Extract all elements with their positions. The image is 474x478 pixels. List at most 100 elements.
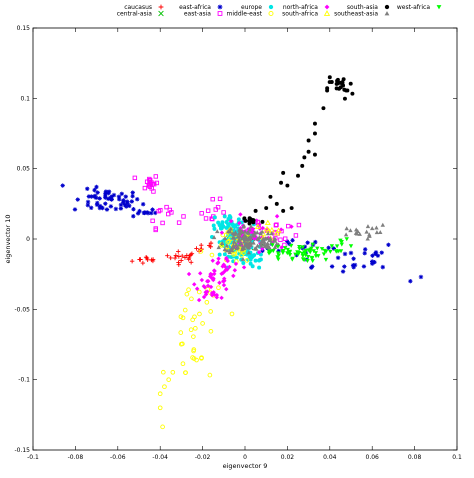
- data-point: [242, 216, 247, 221]
- data-point: [295, 250, 300, 255]
- data-point: [285, 251, 290, 256]
- data-point: [352, 262, 358, 268]
- data-point: [225, 267, 230, 272]
- data-point: [260, 219, 265, 224]
- data-point: [335, 255, 341, 260]
- data-point: [129, 259, 135, 264]
- data-point: [172, 255, 178, 261]
- data-point: [222, 278, 227, 283]
- data-point: [331, 246, 336, 251]
- data-point: [191, 356, 197, 361]
- data-point: [248, 224, 254, 229]
- data-point: [274, 230, 281, 236]
- data-point: [236, 217, 241, 222]
- data-point: [160, 220, 165, 226]
- legend-marker: [323, 10, 331, 16]
- legend-label: east-africa: [179, 4, 211, 11]
- data-point: [97, 196, 102, 201]
- data-point: [319, 247, 325, 252]
- data-point: [296, 173, 300, 178]
- data-point: [237, 231, 243, 236]
- data-point: [342, 96, 347, 101]
- data-point: [205, 283, 211, 288]
- legend-label: south-asia: [347, 4, 378, 11]
- data-point: [326, 245, 331, 251]
- data-point: [285, 183, 290, 188]
- data-point: [240, 236, 245, 241]
- data-point: [160, 424, 165, 430]
- data-point: [219, 295, 224, 301]
- legend-marker: [384, 4, 390, 10]
- data-point: [153, 174, 159, 179]
- series-caucasus: [129, 240, 214, 267]
- data-point: [117, 197, 122, 202]
- data-point: [201, 284, 207, 289]
- data-point: [93, 195, 99, 200]
- data-point: [323, 257, 329, 262]
- data-point: [207, 372, 213, 378]
- data-point: [274, 201, 279, 206]
- legend-entry-europe: europe: [241, 4, 274, 11]
- data-point: [342, 251, 348, 257]
- data-point: [85, 202, 91, 208]
- data-point: [210, 276, 215, 281]
- data-point: [99, 205, 104, 210]
- data-point: [257, 258, 262, 263]
- data-point: [276, 248, 281, 254]
- data-point: [344, 226, 349, 231]
- data-point: [268, 194, 273, 199]
- data-point: [408, 279, 413, 284]
- data-point: [154, 180, 160, 186]
- data-point: [239, 253, 244, 258]
- data-point: [297, 244, 302, 249]
- data-point: [335, 78, 340, 83]
- data-point: [373, 250, 379, 255]
- data-point: [165, 253, 170, 258]
- data-point: [168, 255, 173, 261]
- data-point: [297, 247, 302, 252]
- x-tick-label: 0.02: [281, 454, 295, 461]
- data-point: [224, 220, 229, 225]
- data-point: [241, 223, 247, 228]
- data-point: [118, 202, 124, 208]
- legend-entry-middle-east: middle-east: [227, 11, 274, 18]
- data-point: [199, 356, 204, 361]
- data-point: [212, 268, 217, 274]
- data-point: [221, 210, 226, 215]
- data-point: [147, 177, 153, 183]
- data-point: [272, 238, 278, 243]
- data-point: [106, 190, 111, 196]
- legend-entry-east-asia: east-asia: [184, 11, 223, 18]
- data-point: [240, 245, 245, 250]
- data-point: [237, 236, 242, 241]
- y-tick-label: -0.15: [14, 447, 30, 454]
- data-point: [274, 222, 279, 227]
- data-point: [222, 252, 227, 257]
- data-point: [309, 265, 314, 270]
- data-point: [210, 258, 215, 263]
- data-point: [248, 255, 252, 260]
- data-point: [145, 210, 150, 215]
- data-point: [109, 194, 114, 199]
- data-point: [225, 239, 231, 245]
- y-tick-label: 0.1: [20, 95, 30, 102]
- plot-area: [60, 75, 424, 430]
- data-point: [264, 219, 271, 226]
- data-point: [157, 391, 163, 397]
- data-point: [204, 299, 210, 305]
- data-point: [309, 246, 314, 251]
- data-point: [374, 230, 380, 235]
- data-point: [262, 243, 267, 248]
- series-east-africa: [60, 183, 424, 284]
- data-point: [247, 219, 252, 224]
- data-point: [113, 206, 119, 212]
- data-point: [201, 294, 207, 300]
- data-point: [243, 243, 248, 248]
- data-point: [89, 194, 94, 199]
- data-point: [293, 252, 298, 257]
- data-point: [267, 238, 272, 243]
- data-point: [265, 231, 271, 236]
- data-point: [228, 218, 234, 224]
- data-point: [351, 256, 356, 261]
